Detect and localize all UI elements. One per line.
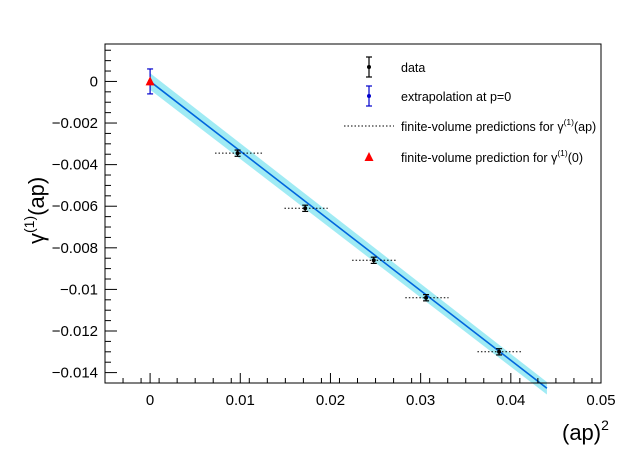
y-tick-label: −0.004 [52, 157, 98, 174]
axis-ticks-layer: 0 0.01 0.02 0.03 0.04 0.05 0 −0.002 −0.004 −0.006… [52, 49, 616, 409]
data-point-5 [497, 349, 502, 354]
x-tick-label: 0.05 [586, 392, 615, 409]
legend-marker-triangle [364, 152, 374, 161]
legend-label-text: data [401, 61, 425, 75]
legend-label: data [401, 61, 425, 75]
legend-label: finite-volume predictions for γ(1)(ap) [401, 117, 596, 134]
y-tick-label: −0.008 [52, 240, 98, 257]
y-tick-label: 0 [90, 73, 98, 90]
data-points-layer [145, 68, 503, 356]
legend-label: extrapolation at p=0 [401, 90, 511, 104]
x-axis-label: (ap)2 [562, 417, 609, 445]
x-axis-label-main: (ap) [562, 420, 601, 445]
y-axis-label-main: γ [24, 233, 49, 244]
data-point-2 [303, 206, 308, 211]
legend-label-text: extrapolation at p=0 [401, 90, 511, 104]
legend-label-sup: (1) [564, 117, 575, 127]
y-tick-label: −0.01 [60, 281, 98, 298]
y-tick-label: −0.014 [52, 365, 98, 382]
legend-label-tail: (ap) [574, 120, 596, 134]
x-tick-label: 0 [146, 392, 154, 409]
y-tick-label: −0.002 [52, 115, 98, 132]
y-tick-label: −0.012 [52, 323, 98, 340]
legend-label-sup: (1) [557, 148, 568, 158]
legend-label-text: finite-volume predictions for γ [401, 120, 564, 134]
y-tick-label: −0.006 [52, 198, 98, 215]
x-axis-label-sup: 2 [601, 417, 609, 433]
x-tick-label: 0.02 [316, 392, 345, 409]
plot-frame [104, 43, 602, 384]
legend-label-tail: (0) [568, 151, 583, 165]
x-tick-label: 0.03 [406, 392, 435, 409]
x-tick-label: 0.01 [226, 392, 255, 409]
y-axis-label-tail: (ap) [24, 177, 49, 216]
y-axis-label-sup: (1) [21, 216, 37, 233]
legend-label-text: finite-volume prediction for γ [401, 151, 558, 165]
legend-marker-point [367, 94, 371, 98]
legend: data extrapolation at p=0 finite-volume pr… [344, 56, 596, 165]
data-point-4 [424, 295, 429, 300]
data-point-3 [371, 258, 376, 263]
y-axis-label: γ(1)(ap) [21, 177, 49, 244]
fit-error-band [150, 73, 547, 395]
legend-label: finite-volume prediction for γ(1)(0) [401, 148, 583, 165]
fit-line-layer [149, 80, 548, 389]
fit-line [149, 80, 548, 389]
prediction-point-marker [145, 76, 155, 86]
x-tick-label: 0.04 [496, 392, 525, 409]
fit-band-layer [150, 73, 547, 395]
legend-marker-point [367, 65, 371, 69]
data-point-1 [235, 151, 240, 156]
